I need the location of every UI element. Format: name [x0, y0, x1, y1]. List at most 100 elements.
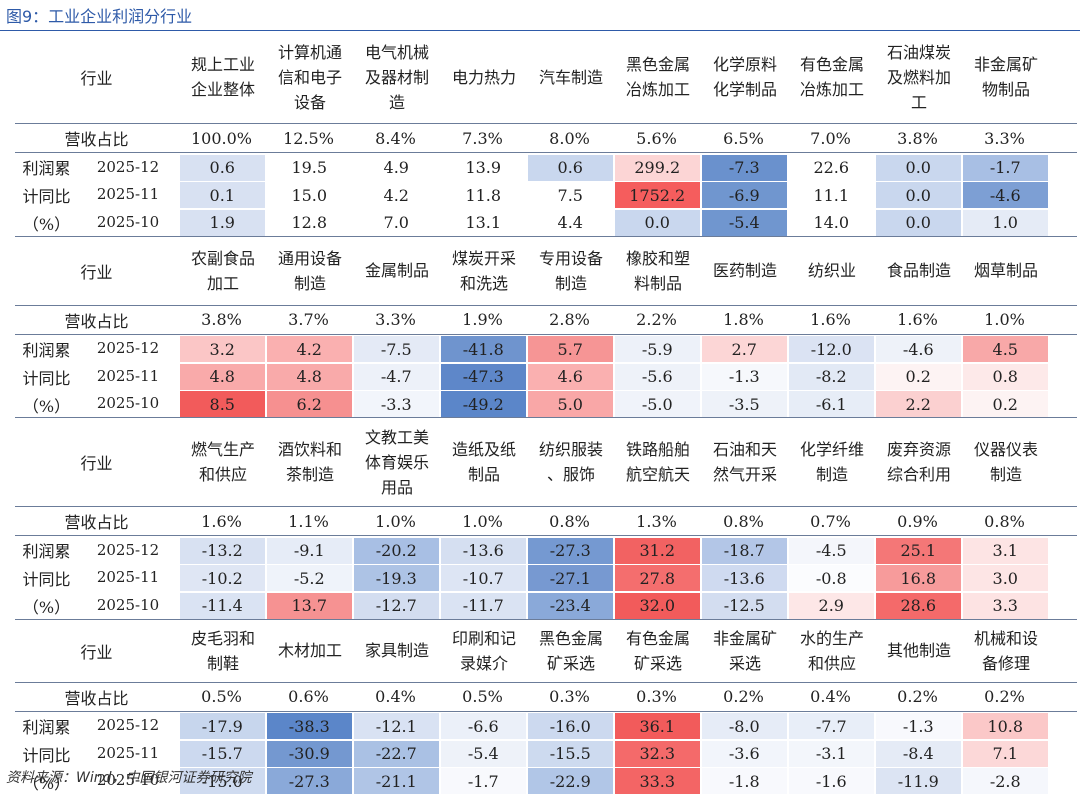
profit-growth-cell: 1.9 [179, 209, 265, 236]
profit-growth-label-line: 计同比 [22, 570, 71, 589]
revenue-share-value: 1.6% [810, 310, 851, 329]
figure-title: 图9：工业企业利润分行业 [6, 7, 193, 26]
profit-growth-cell: 3.1 [962, 537, 1048, 564]
profit-growth-cell: -3.1 [788, 740, 874, 767]
profit-growth-cell: -15.0 [179, 768, 265, 794]
industry-name: 专用设备 制造 [538, 248, 603, 293]
industry-name: 计算机通 信和电子 设备 [277, 42, 342, 112]
period-label: 2025-12 [96, 157, 160, 176]
industry-name: 食品制造 [886, 261, 951, 280]
revenue-share-value: 2.8% [549, 310, 590, 329]
revenue-share-value: 1.8% [723, 310, 764, 329]
profit-growth-cell: -1.6 [788, 768, 874, 794]
period-row: 2025-10 1.9 12.8 7.0 13.1 4.4 0.0 -5.4 14.0 0.0 1.… [78, 208, 1077, 236]
industry-header-row: 行业 农副食品 加工 通用设备 制造 金属制品 煤炭开采 和洗选 专用设备 制造 橡胶和塑 … [15, 237, 1077, 305]
revenue-share-label: 营收占比 [64, 130, 129, 149]
profit-growth-label-line: 利润累 [22, 340, 71, 360]
revenue-share-label: 营收占比 [64, 311, 129, 331]
profit-growth-cell: -8.4 [875, 740, 961, 767]
profit-growth-cell: 3.3 [962, 592, 1048, 619]
profit-growth-cell: 13.9 [440, 154, 526, 181]
revenue-share-value: 0.5% [201, 687, 242, 706]
profit-growth-cell: -15.7 [179, 740, 265, 767]
profit-growth-label-line: 利润累 [22, 717, 71, 737]
profit-growth-cell: -1.7 [440, 768, 526, 794]
revenue-share-value: 3.3% [984, 128, 1025, 148]
profit-growth-cell: 25.1 [875, 537, 961, 564]
profit-growth-cell: 12.8 [266, 209, 352, 236]
period-row: 2025-10 8.5 6.2 -3.3 -49.2 5.0 -5.0 -3.5 -6.1 2.2… [78, 390, 1077, 417]
profit-growth-cell: -13.2 [179, 537, 265, 564]
profit-growth-cell: -38.3 [266, 713, 352, 739]
profit-growth-cell: -4.6 [875, 336, 961, 362]
profit-growth-cell: -22.9 [527, 768, 613, 794]
profit-growth-cell: 1752.2 [614, 182, 700, 208]
industry-name: 木材加工 [277, 641, 342, 660]
industry-block: 行业 农副食品 加工 通用设备 制造 金属制品 煤炭开采 和洗选 专用设备 制造 橡胶和塑 … [15, 235, 1077, 417]
profit-growth-cell: -5.4 [701, 209, 787, 236]
industry-name: 黑色金属 冶炼加工 [625, 55, 690, 99]
profit-growth-cell: -1.7 [962, 154, 1048, 181]
revenue-share-value: 0.4% [810, 687, 851, 706]
profit-growth-cell: -11.7 [440, 592, 526, 619]
industry-name: 煤炭开采 和洗选 [451, 248, 516, 293]
profit-growth-cell: 13.1 [440, 209, 526, 236]
industry-label: 行业 [80, 262, 113, 282]
industry-name: 文教工美 体育娱乐 用品 [364, 427, 429, 497]
profit-growth-cell: 3.0 [962, 565, 1048, 591]
profit-growth-cell: 4.6 [527, 363, 613, 390]
profit-growth-cell: -2.8 [962, 768, 1048, 794]
profit-growth-cell: 32.3 [614, 740, 700, 767]
industry-name: 汽车制造 [538, 67, 603, 87]
profit-growth-label-line: （%） [22, 598, 71, 617]
revenue-share-value: 12.5% [283, 128, 334, 148]
profit-growth-cell: -5.2 [266, 565, 352, 591]
industry-name: 化学原料 化学制品 [712, 55, 777, 99]
industry-name: 纺织服装 、服饰 [538, 440, 603, 484]
profit-growth-cell: -16.0 [527, 713, 613, 739]
profit-growth-cell: 11.8 [440, 182, 526, 208]
profit-growth-cell: -4.7 [353, 363, 439, 390]
period-label: 2025-12 [96, 540, 160, 559]
profit-growth-cell: 7.0 [353, 209, 439, 236]
profit-growth-cell: -4.6 [962, 182, 1048, 208]
industry-name: 医药制造 [712, 261, 777, 280]
profit-growth-label-line: 利润累 [22, 542, 71, 561]
period-row: 2025-10 -15.0 -27.3 -21.1 -1.7 -22.9 33.3 -1.8-… [78, 767, 1077, 794]
profit-growth-cell: -7.5 [353, 336, 439, 362]
industry-name: 黑色金属 矿采选 [538, 628, 603, 673]
revenue-share-value: 1.9% [462, 310, 503, 329]
profit-growth-cell: -8.0 [701, 713, 787, 739]
profit-growth-cell: -3.6 [701, 740, 787, 767]
revenue-share-value: 8.4% [375, 128, 416, 148]
profit-growth-cell: 15.0 [266, 182, 352, 208]
revenue-share-value: 3.3% [375, 310, 416, 329]
profit-growth-label-line: 利润累 [22, 159, 71, 178]
profit-growth-cell: -1.8 [701, 768, 787, 794]
industry-label: 行业 [80, 454, 113, 473]
revenue-share-value: 2.2% [636, 310, 677, 329]
profit-growth-cell: -9.1 [266, 537, 352, 564]
revenue-share-label: 营收占比 [64, 688, 129, 708]
profit-growth-cell: 11.1 [788, 182, 874, 208]
revenue-share-value: 1.0% [462, 511, 503, 531]
revenue-share-row: 营收占比 1.6% 1.1% 1.0% 1.0% 0.8% 1.3% 0.8% 0.7% 0.9%… [15, 506, 1077, 536]
profit-growth-cell: -30.9 [266, 740, 352, 767]
revenue-share-value: 1.0% [375, 511, 416, 531]
industry-name: 规上工业 企业整体 [190, 55, 255, 99]
profit-growth-cell: 2.2 [875, 391, 961, 417]
industry-name: 化学纤维 制造 [799, 440, 864, 484]
revenue-share-value: 3.7% [288, 310, 329, 329]
profit-growth-label-line: 计同比 [22, 368, 71, 388]
industry-name: 石油和天 然气开采 [712, 440, 777, 484]
profit-growth-cell: 28.6 [875, 592, 961, 619]
profit-table: 行业 规上工业 企业整体 计算机通 信和电子 设备 电气机械 及器材制 造 电力热力 汽车… [15, 31, 1077, 794]
revenue-share-value: 0.8% [549, 511, 590, 531]
profit-growth-cell: 0.0 [614, 209, 700, 236]
period-row: 2025-12 -17.9 -38.3 -12.1 -6.6 -16.0 36.1 -8.0-… [78, 712, 1077, 739]
profit-growth-cell: -3.5 [701, 391, 787, 417]
industry-block: 行业 皮毛羽和 制鞋 木材加工 家具制造 印刷和记 录媒介 黑色金属 矿采选 有色金属 矿采… [15, 618, 1077, 794]
revenue-share-value: 1.6% [201, 511, 242, 531]
revenue-share-value: 1.3% [636, 511, 677, 531]
profit-growth-cell: -20.2 [353, 537, 439, 564]
